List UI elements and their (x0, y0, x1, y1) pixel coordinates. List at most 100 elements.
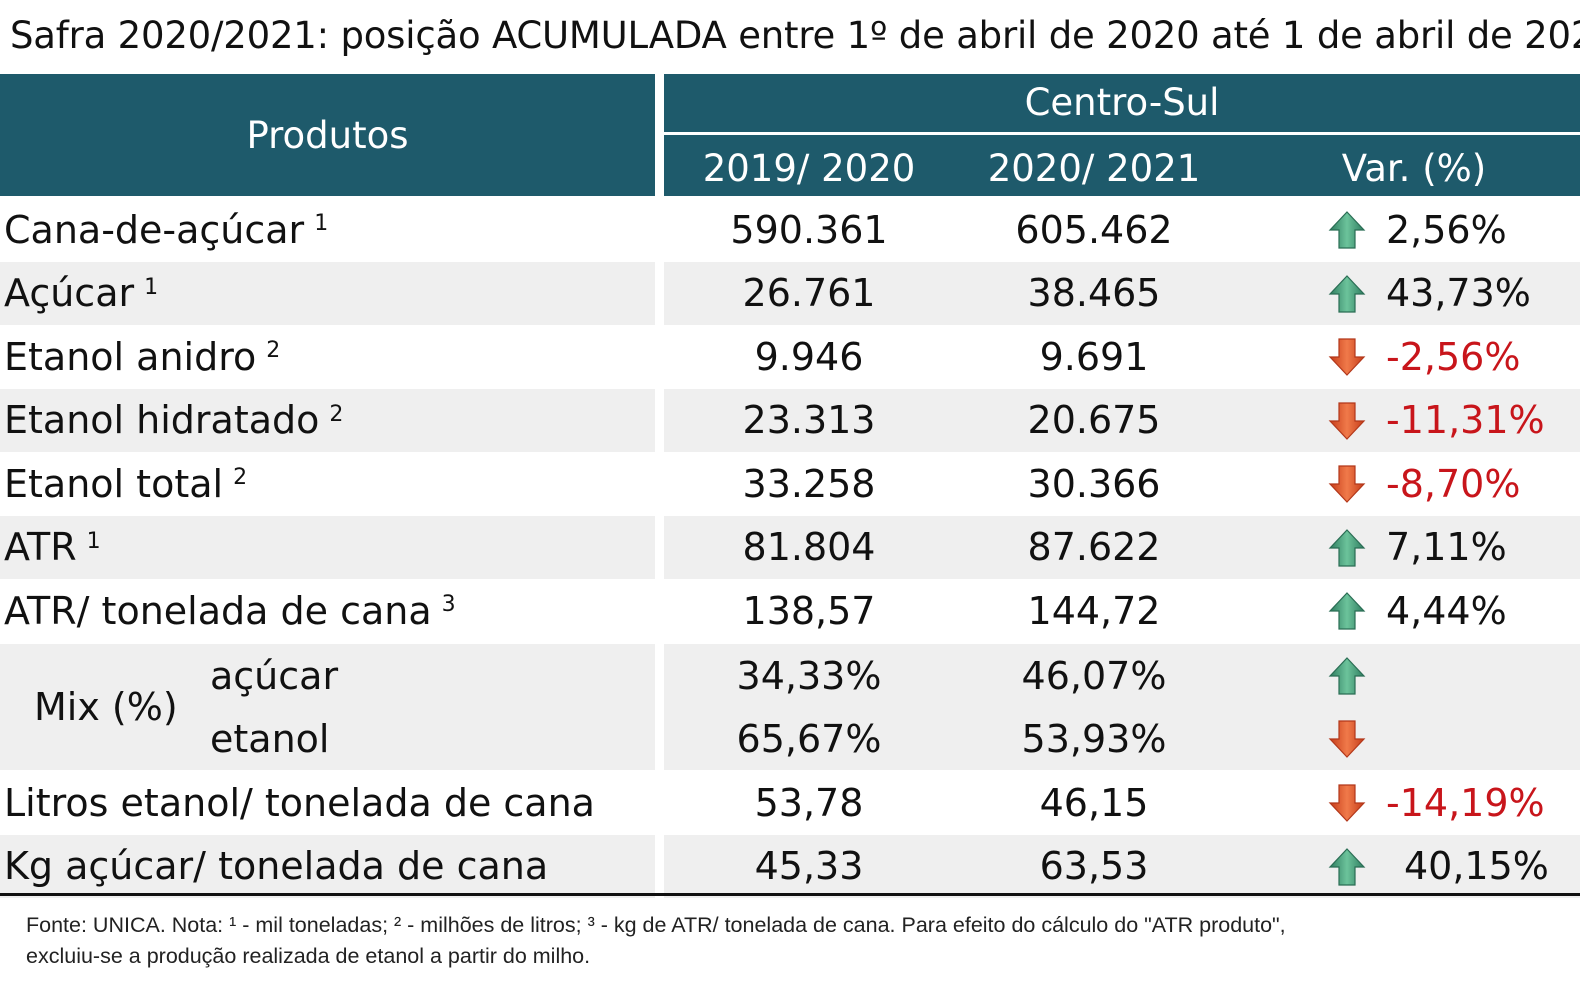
down-arrow-icon (1328, 720, 1366, 758)
row-bg-right (664, 261, 1580, 325)
value-2020-2021: 30.366 (1027, 461, 1161, 506)
mix-etanol-2020-2021: 53,93% (1021, 716, 1167, 761)
table-row: ATR/ tonelada de cana 3 138,57 144,72 4,44% (0, 579, 1580, 642)
value-2019-2020: 81.804 (742, 525, 876, 569)
variation-value: 7,11% (1386, 525, 1507, 569)
row-bg-right (664, 515, 1580, 579)
value-2020-2021: 20.675 (1027, 398, 1161, 442)
footnote: Fonte: UNICA. Nota: ¹ - mil toneladas; ²… (26, 910, 1556, 972)
down-arrow-icon (1328, 784, 1366, 822)
value-2020-2021: 63,53 (1039, 844, 1149, 888)
variation-value: 2,56% (1386, 207, 1507, 252)
down-arrow-icon (1328, 338, 1366, 376)
row-bg-left (0, 834, 655, 898)
variation-value: 43,73% (1386, 271, 1531, 315)
value-2019-2020: 33.258 (742, 461, 876, 506)
value-2019-2020: 9.946 (754, 334, 864, 379)
header-col-2019-2020: 2019/ 2020 (702, 146, 916, 190)
value-2019-2020: 590.361 (730, 207, 888, 252)
mix-bg-left (0, 644, 655, 770)
row-bg-left (0, 261, 655, 325)
header-products-label: Produtos (246, 113, 409, 157)
value-2019-2020: 26.761 (742, 271, 876, 315)
table-row: Etanol hidratado 2 23.313 20.675 -11,31% (0, 388, 1580, 452)
mix-acucar-label: açúcar (210, 653, 339, 698)
product-name: Etanol anidro (4, 334, 257, 379)
product-label: Etanol total 2 (4, 452, 247, 515)
product-label: Cana-de-açúcar 1 (4, 198, 328, 261)
table-title: Safra 2020/2021: posição ACUMULADA entre… (10, 14, 1580, 57)
footnote-line-1: Fonte: UNICA. Nota: ¹ - mil toneladas; ²… (26, 913, 1286, 937)
table-row: Cana-de-açúcar 1 590.361 605.462 2,56% (0, 198, 1580, 261)
product-label: ATR/ tonelada de cana 3 (4, 579, 456, 642)
footnote-marker: 2 (329, 401, 344, 427)
up-arrow-icon (1328, 847, 1366, 886)
mix-etanol-label: etanol (210, 716, 330, 761)
product-label: Etanol anidro 2 (4, 325, 280, 388)
value-2020-2021: 9.691 (1039, 334, 1149, 379)
value-2020-2021: 87.622 (1027, 525, 1161, 569)
row-bg-left (0, 388, 655, 452)
product-name: Kg açúcar/ tonelada de cana (4, 844, 549, 888)
variation-value: 4,44% (1386, 588, 1507, 633)
header-group-label: Centro-Sul (1024, 80, 1220, 124)
table-row: Açúcar 1 26.761 38.465 43,73% (0, 261, 1580, 325)
mix-acucar-2020-2021: 46,07% (1021, 653, 1167, 698)
table-row: ATR 1 81.804 87.622 7,11% (0, 515, 1580, 579)
product-name: Açúcar (4, 271, 135, 315)
footnote-marker: 3 (441, 592, 456, 617)
value-2020-2021: 144,72 (1027, 588, 1161, 633)
variation-value: -11,31% (1386, 398, 1545, 442)
up-arrow-icon (1328, 274, 1366, 313)
value-2020-2021: 605.462 (1015, 207, 1173, 252)
value-2019-2020: 23.313 (742, 398, 876, 442)
down-arrow-icon (1328, 465, 1366, 503)
header-col-variation: Var. (%) (1341, 146, 1487, 190)
product-label: ATR 1 (4, 516, 101, 579)
product-name: ATR/ tonelada de cana (4, 588, 432, 633)
product-name: Etanol total (4, 461, 224, 506)
value-2020-2021: 46,15 (1039, 780, 1149, 825)
table-row: Litros etanol/ tonelada de cana 53,78 46,1… (0, 771, 1580, 834)
footnote-line-2: excluiu-se a produção realizada de etano… (26, 944, 591, 968)
footnote-marker: 1 (144, 274, 159, 300)
product-name: Cana-de-açúcar (4, 207, 305, 252)
product-label: Etanol hidratado 2 (4, 389, 343, 452)
up-arrow-icon (1328, 211, 1366, 249)
variation-value: -14,19% (1386, 780, 1545, 825)
mix-row-group: Mix (%) açúcar etanol 34,33% 46,07% 65,6… (0, 644, 1580, 770)
footnote-marker: 2 (266, 338, 281, 363)
footnote-marker: 1 (314, 211, 329, 236)
value-2019-2020: 53,78 (754, 780, 864, 825)
table-row: Etanol anidro 2 9.946 9.691 -2,56% (0, 325, 1580, 388)
header-col-2020-2021: 2020/ 2021 (987, 146, 1201, 190)
value-2019-2020: 45,33 (754, 844, 864, 888)
mix-etanol-2019-2020: 65,67% (736, 716, 882, 761)
product-name: Litros etanol/ tonelada de cana (4, 780, 595, 825)
header-divider (664, 132, 1580, 135)
product-label: Açúcar 1 (4, 262, 158, 325)
variation-value: -8,70% (1386, 461, 1521, 506)
product-label: Litros etanol/ tonelada de cana (4, 771, 595, 834)
up-arrow-icon (1328, 657, 1366, 695)
variation-value: -2,56% (1386, 334, 1521, 379)
variation-value: 40,15% (1404, 844, 1549, 888)
table-row: Kg açúcar/ tonelada de cana 45,33 63,53 40,… (0, 834, 1580, 898)
value-2020-2021: 38.465 (1027, 271, 1161, 315)
product-label: Kg açúcar/ tonelada de cana (4, 835, 548, 898)
down-arrow-icon (1328, 401, 1366, 440)
mix-acucar-2019-2020: 34,33% (736, 653, 882, 698)
value-2019-2020: 138,57 (742, 588, 876, 633)
header-products: Produtos (0, 74, 655, 196)
mix-label: Mix (%) (34, 685, 178, 729)
product-name: Etanol hidratado (4, 398, 320, 442)
header-centro-sul: Centro-Sul 2019/ 2020 2020/ 2021 Var. (%… (664, 74, 1580, 196)
row-bg-left (0, 515, 655, 579)
mix-bg-right (664, 644, 1580, 770)
row-bg-right (664, 388, 1580, 452)
table-row: Etanol total 2 33.258 30.366 -8,70% (0, 452, 1580, 515)
footnote-marker: 1 (86, 528, 101, 554)
product-name: ATR (4, 525, 77, 569)
row-bg-right (664, 834, 1580, 898)
bottom-rule (0, 893, 1580, 896)
